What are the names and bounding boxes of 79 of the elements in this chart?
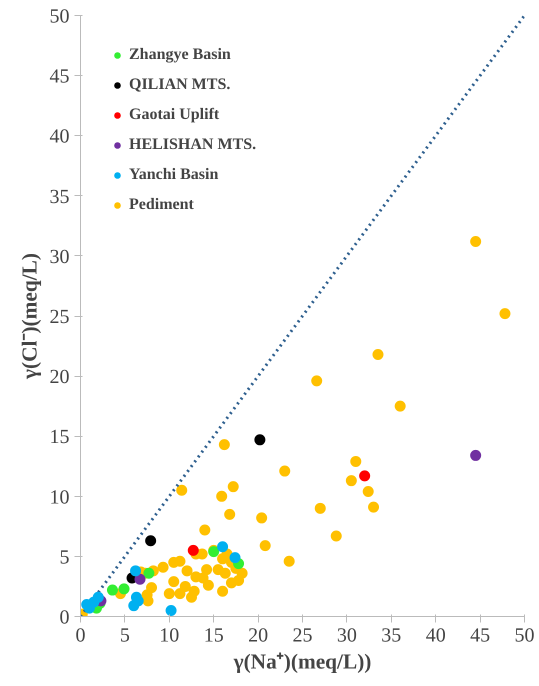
y-axis-title: γ(Cl⁻)(meq/L) <box>18 253 42 380</box>
point <box>230 552 241 564</box>
x-tick-label: 40 <box>426 624 446 646</box>
x-tick-label: 25 <box>292 624 312 646</box>
x-tick-label: 45 <box>470 624 490 646</box>
point <box>166 605 177 616</box>
y-tick-label: 5 <box>60 546 70 568</box>
point <box>470 450 482 461</box>
point <box>188 544 199 556</box>
y-tick-label: 25 <box>50 306 70 328</box>
x-tick-label: 5 <box>120 624 130 646</box>
point <box>216 490 228 502</box>
y-tick-label: 40 <box>50 126 70 148</box>
point <box>330 530 342 542</box>
point <box>176 484 188 496</box>
x-tick-label: 15 <box>204 624 224 646</box>
x-axis-title: γ(Na⁺)(meq/L)) <box>232 650 372 674</box>
point <box>372 348 384 360</box>
legend-label: HELISHAN MTS. <box>129 136 256 154</box>
point <box>145 535 156 546</box>
point <box>118 583 130 594</box>
legend-label: Pediment <box>129 196 194 214</box>
y-tick-label: 45 <box>50 66 70 88</box>
point <box>346 475 357 486</box>
point <box>199 524 210 536</box>
point <box>198 572 209 584</box>
legend-label: Gaotai Uplift <box>129 106 220 124</box>
x-tick-label: 35 <box>381 624 402 646</box>
y-tick-label: 0 <box>60 606 70 628</box>
point <box>228 481 239 492</box>
point <box>220 568 231 579</box>
point <box>134 574 146 585</box>
point <box>311 375 322 386</box>
point <box>362 486 374 497</box>
point <box>394 400 406 412</box>
point <box>217 586 228 597</box>
y-tick-label: 20 <box>50 366 70 388</box>
point <box>470 236 482 247</box>
point <box>224 508 236 520</box>
y-tick-label: 35 <box>50 186 70 208</box>
point <box>217 541 228 552</box>
y-tick-label: 30 <box>50 246 70 268</box>
point <box>218 439 230 450</box>
point <box>201 564 212 576</box>
point <box>106 584 118 596</box>
point <box>256 512 268 524</box>
point <box>186 592 197 603</box>
point <box>254 434 266 446</box>
y-tick-label: 15 <box>50 426 70 448</box>
x-tick-label: 20 <box>248 624 268 646</box>
point <box>233 574 244 586</box>
point <box>260 540 271 552</box>
y-tick-label: 50 <box>50 6 70 28</box>
legend-label: Zhangye Basin <box>129 46 231 64</box>
point <box>202 580 214 591</box>
point <box>158 562 169 573</box>
point <box>217 553 228 564</box>
point <box>92 592 104 603</box>
y-tick-label: 10 <box>50 486 70 508</box>
legend-label: QILIAN MTS. <box>129 76 230 94</box>
point <box>359 470 370 482</box>
point <box>284 556 295 567</box>
x-tick-label: 30 <box>336 624 357 646</box>
legend-label: Yanchi Basin <box>129 166 218 184</box>
point <box>164 588 175 600</box>
point <box>182 565 193 576</box>
point <box>314 502 326 514</box>
point <box>350 456 362 467</box>
x-tick-label: 0 <box>76 624 86 646</box>
x-tick-label: 50 <box>514 624 534 646</box>
point <box>499 308 510 320</box>
point <box>174 588 186 600</box>
point <box>279 466 290 477</box>
x-tick-label: 10 <box>159 624 180 646</box>
point <box>130 565 142 576</box>
point <box>180 580 191 592</box>
point <box>368 502 380 513</box>
point <box>143 568 154 579</box>
point <box>168 576 180 588</box>
